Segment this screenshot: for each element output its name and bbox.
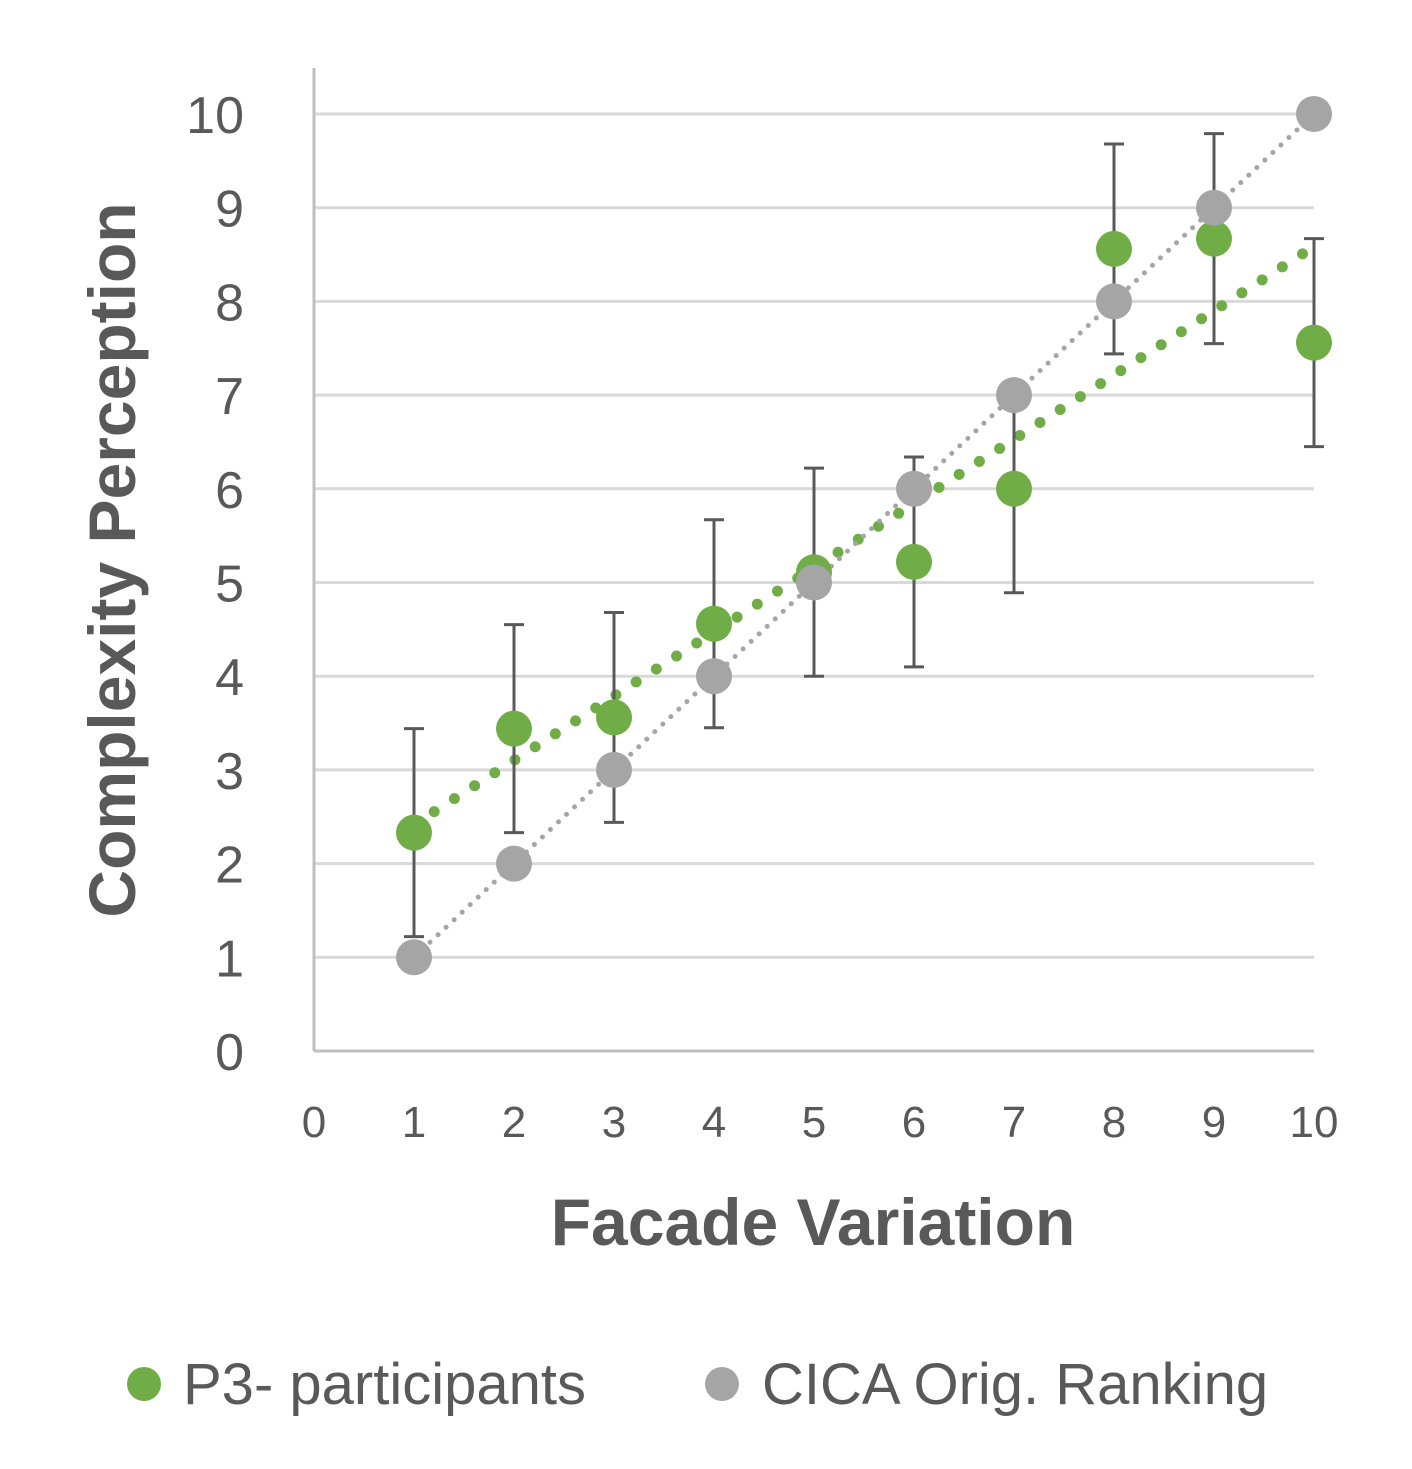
x-tick-label: 0 (302, 1098, 326, 1147)
x-tick-labels: 0 1 2 3 4 5 6 7 8 9 10 (302, 1098, 1339, 1147)
point-p3-participants (1296, 324, 1332, 361)
point-p3-participants (696, 605, 732, 642)
point-cica-orig-ranking (1296, 96, 1332, 132)
point-p3-participants (1196, 220, 1232, 257)
trendline-p3-participants (408, 241, 1320, 831)
x-tick-label: 1 (402, 1098, 426, 1147)
data-points (396, 96, 1332, 976)
point-cica-orig-ranking (796, 564, 832, 601)
legend-label-cica-orig-ranking: CICA Orig. Ranking (762, 1352, 1268, 1417)
legend-label-p3-participants: P3- participants (183, 1352, 586, 1417)
point-cica-orig-ranking (896, 470, 932, 507)
point-cica-orig-ranking (1096, 283, 1132, 320)
y-tick-label: 5 (215, 556, 244, 614)
x-tick-label: 8 (1102, 1098, 1126, 1147)
x-tick-label: 3 (602, 1098, 626, 1147)
point-p3-participants (596, 699, 632, 736)
y-tick-label: 8 (215, 274, 244, 332)
x-tick-label: 6 (902, 1098, 926, 1147)
y-tick-label: 0 (215, 1024, 244, 1082)
point-p3-participants (1096, 230, 1132, 267)
y-tick-label: 3 (215, 743, 244, 801)
trendline-cica-orig-ranking (411, 111, 1317, 960)
point-p3-participants (396, 814, 432, 851)
y-tick-label: 9 (215, 181, 244, 239)
x-tick-label: 9 (1202, 1098, 1226, 1147)
x-tick-label: 5 (802, 1098, 826, 1147)
legend-marker-p3-participants (127, 1367, 161, 1401)
point-cica-orig-ranking (696, 658, 732, 695)
y-tick-label: 2 (215, 837, 244, 895)
trendlines (408, 111, 1320, 960)
y-axis-title: Complexity Perception (75, 202, 149, 917)
legend-marker-cica-orig-ranking (705, 1367, 739, 1401)
x-tick-label: 4 (702, 1098, 726, 1147)
x-tick-label: 7 (1002, 1098, 1026, 1147)
axes (312, 68, 1314, 1053)
point-cica-orig-ranking (396, 939, 432, 976)
y-tick-label: 6 (215, 462, 244, 520)
x-tick-label: 10 (1290, 1098, 1339, 1147)
point-cica-orig-ranking (996, 377, 1032, 414)
point-p3-participants (496, 710, 532, 747)
point-cica-orig-ranking (596, 751, 632, 788)
point-p3-participants (996, 470, 1032, 507)
y-tick-labels: 0 1 2 3 4 5 6 7 8 9 10 (186, 87, 244, 1082)
y-tick-label: 1 (215, 930, 244, 988)
point-cica-orig-ranking (496, 845, 532, 882)
legend: P3- participants CICA Orig. Ranking (127, 1352, 1268, 1417)
y-tick-label: 10 (186, 87, 244, 145)
x-axis-title: Facade Variation (551, 1185, 1076, 1259)
y-tick-label: 7 (215, 368, 244, 426)
point-p3-participants (896, 543, 932, 580)
point-cica-orig-ranking (1196, 189, 1232, 226)
y-tick-label: 4 (215, 649, 244, 707)
x-tick-label: 2 (502, 1098, 526, 1147)
